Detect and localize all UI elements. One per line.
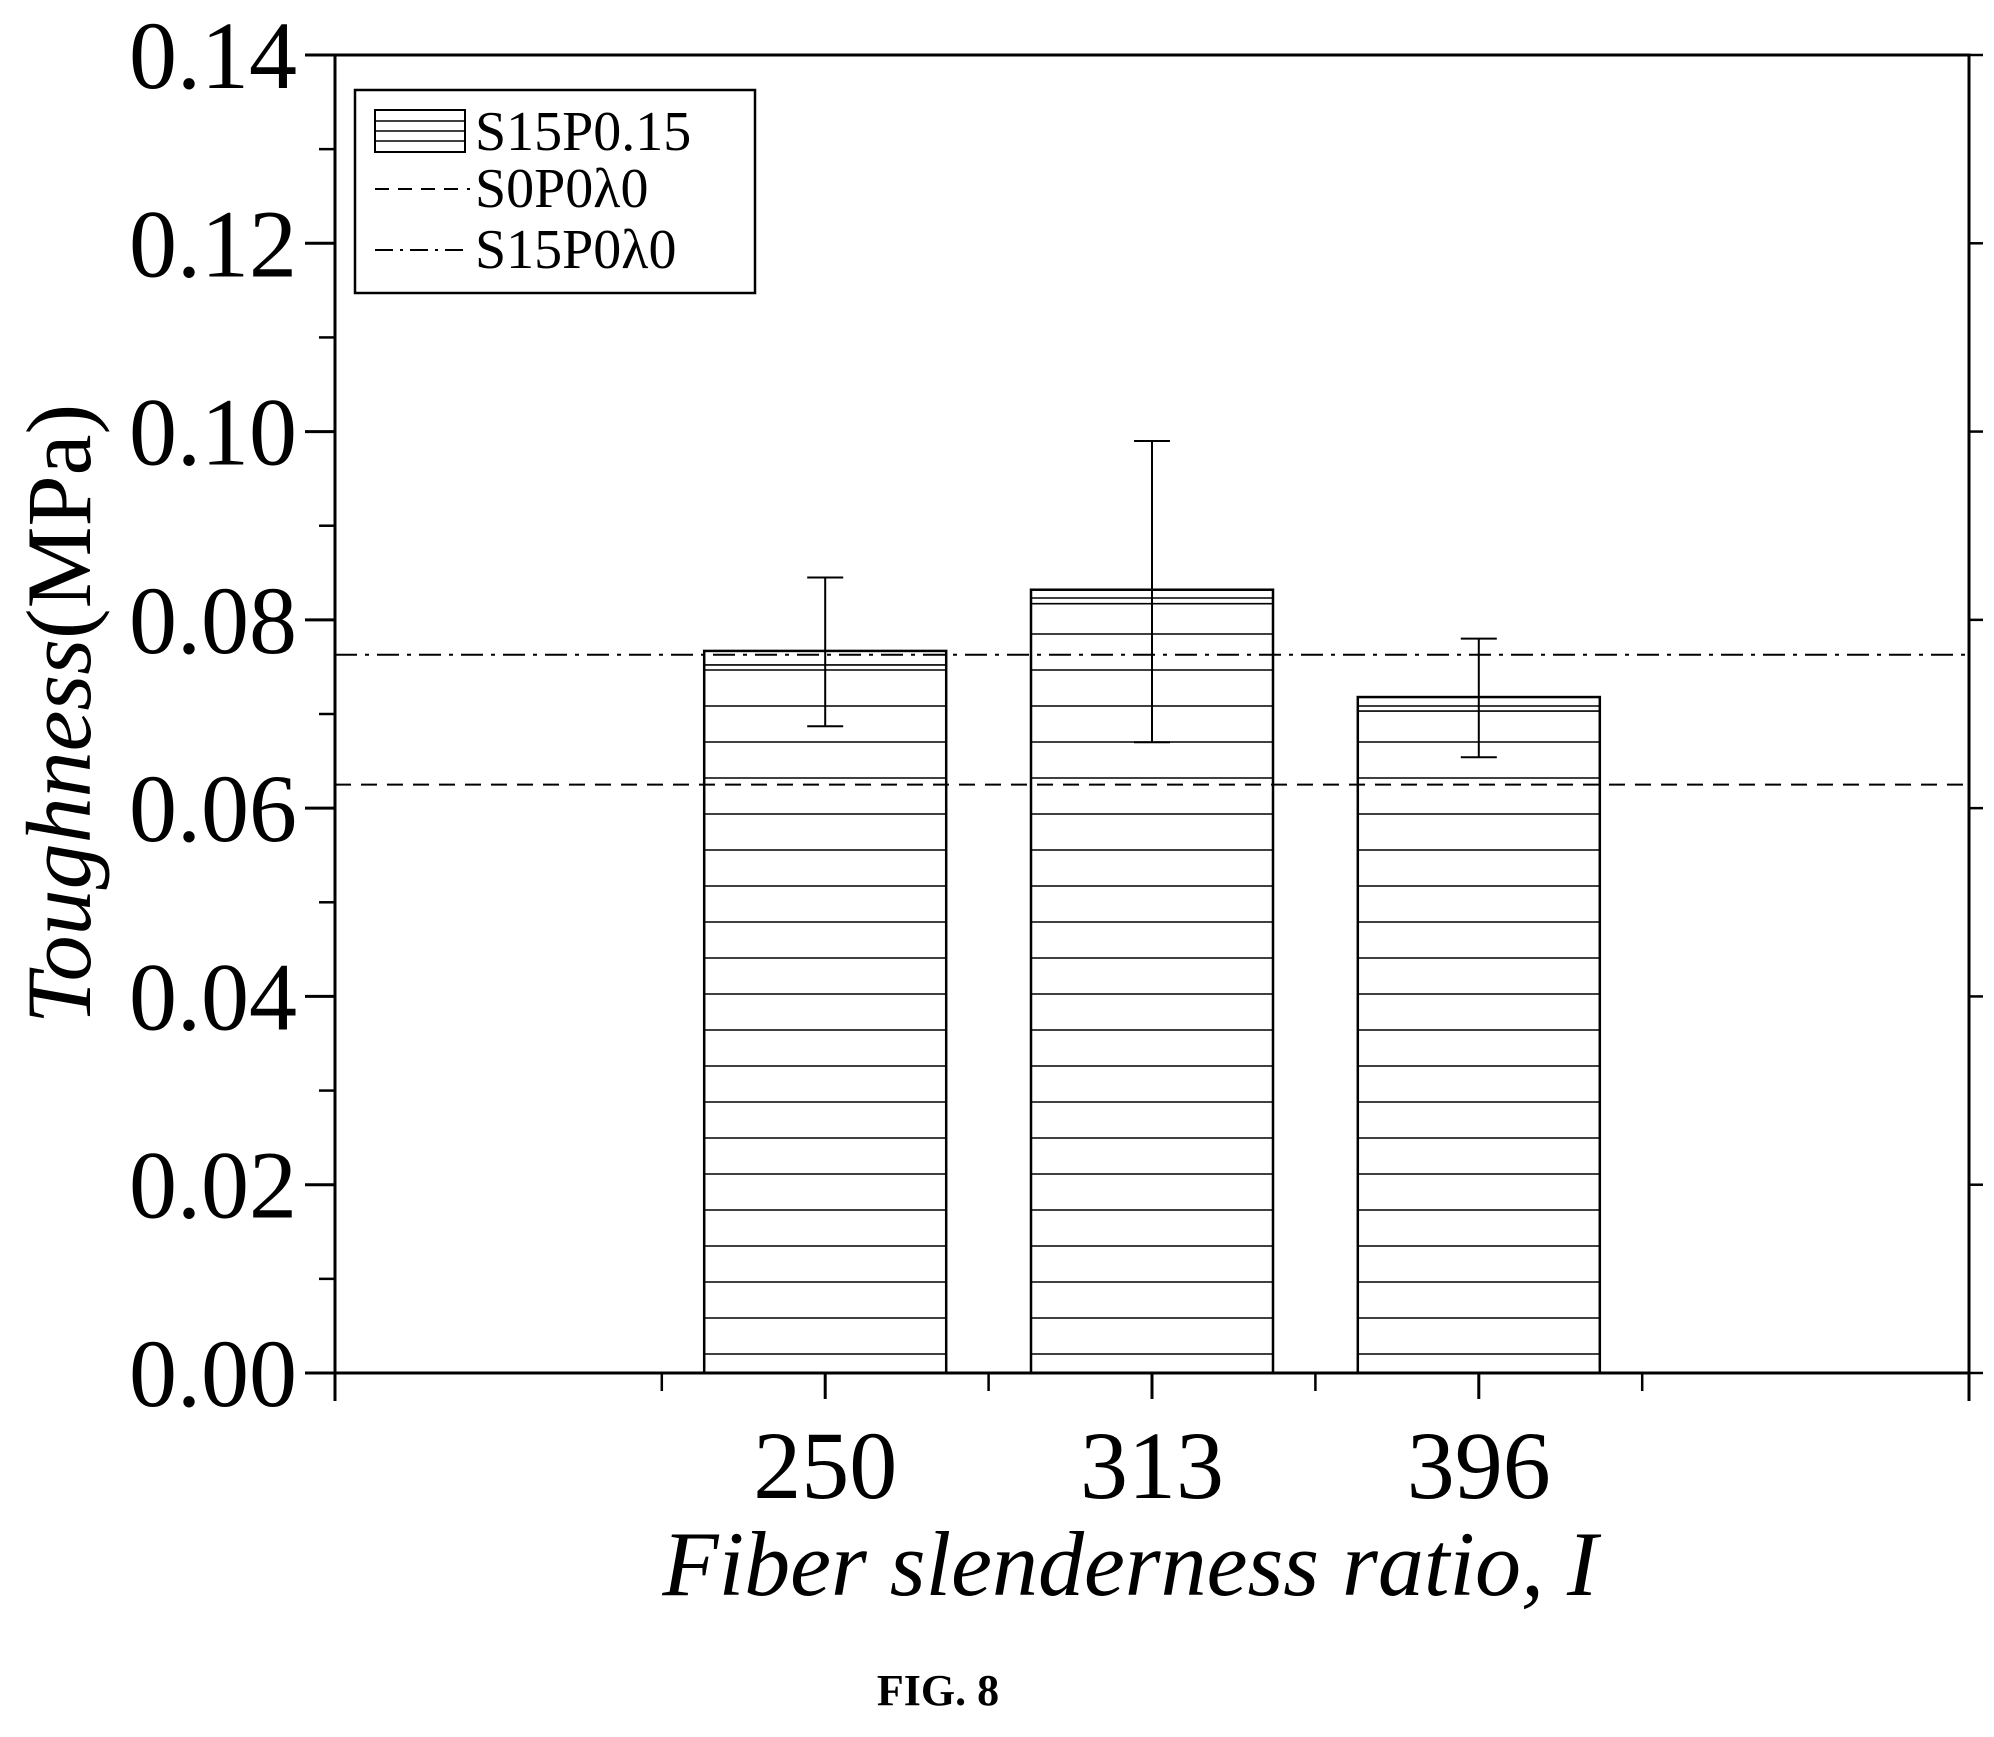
error-bar-396 [1460, 637, 1497, 759]
y-tick-label: 0.04 [129, 943, 297, 1050]
figure-caption: FIG. 8 [877, 1666, 999, 1715]
legend-label-s15p0l0: S15P0λ0 [475, 219, 676, 281]
bar-250 [702, 649, 948, 1375]
y-axis-title: Toughness(MPa) [8, 404, 110, 1024]
y-tick-label: 0.12 [129, 190, 297, 297]
legend-swatch-bar [374, 109, 466, 153]
bar-396 [1356, 695, 1602, 1375]
y-axis-title-unit: (MPa) [8, 404, 110, 639]
legend-label-s15p015: S15P0.15 [475, 101, 691, 163]
y-tick-label: 0.14 [129, 2, 297, 109]
legend: S15P0.15 S0P0λ0 S15P0λ0 [353, 88, 757, 295]
bar-rect [702, 649, 948, 1375]
x-tick-label: 396 [1407, 1412, 1551, 1519]
legend-label-s0p0l0: S0P0λ0 [475, 158, 648, 220]
x-tick-label: 250 [753, 1412, 897, 1519]
x-axis-title: Fiber slenderness ratio, I [661, 1513, 1602, 1615]
y-tick-label: 0.08 [129, 567, 297, 674]
x-tick-label: 313 [1080, 1412, 1224, 1519]
y-axis-title-main: Toughness [8, 639, 110, 1024]
error-bar-313 [1134, 439, 1170, 744]
error-bars [807, 439, 1497, 759]
x-axis: 250 313 396 [333, 1373, 1971, 1519]
error-bar-250 [807, 576, 844, 728]
y-tick-label: 0.10 [129, 379, 297, 486]
y-tick-label: 0.00 [129, 1320, 297, 1427]
bar-rect [1356, 695, 1602, 1375]
y-tick-label: 0.02 [129, 1132, 297, 1239]
y-tick-label: 0.06 [129, 755, 297, 862]
y-axis: 0.00 0.02 0.04 0.06 0.08 0.10 0.12 0.14 [129, 2, 1983, 1427]
